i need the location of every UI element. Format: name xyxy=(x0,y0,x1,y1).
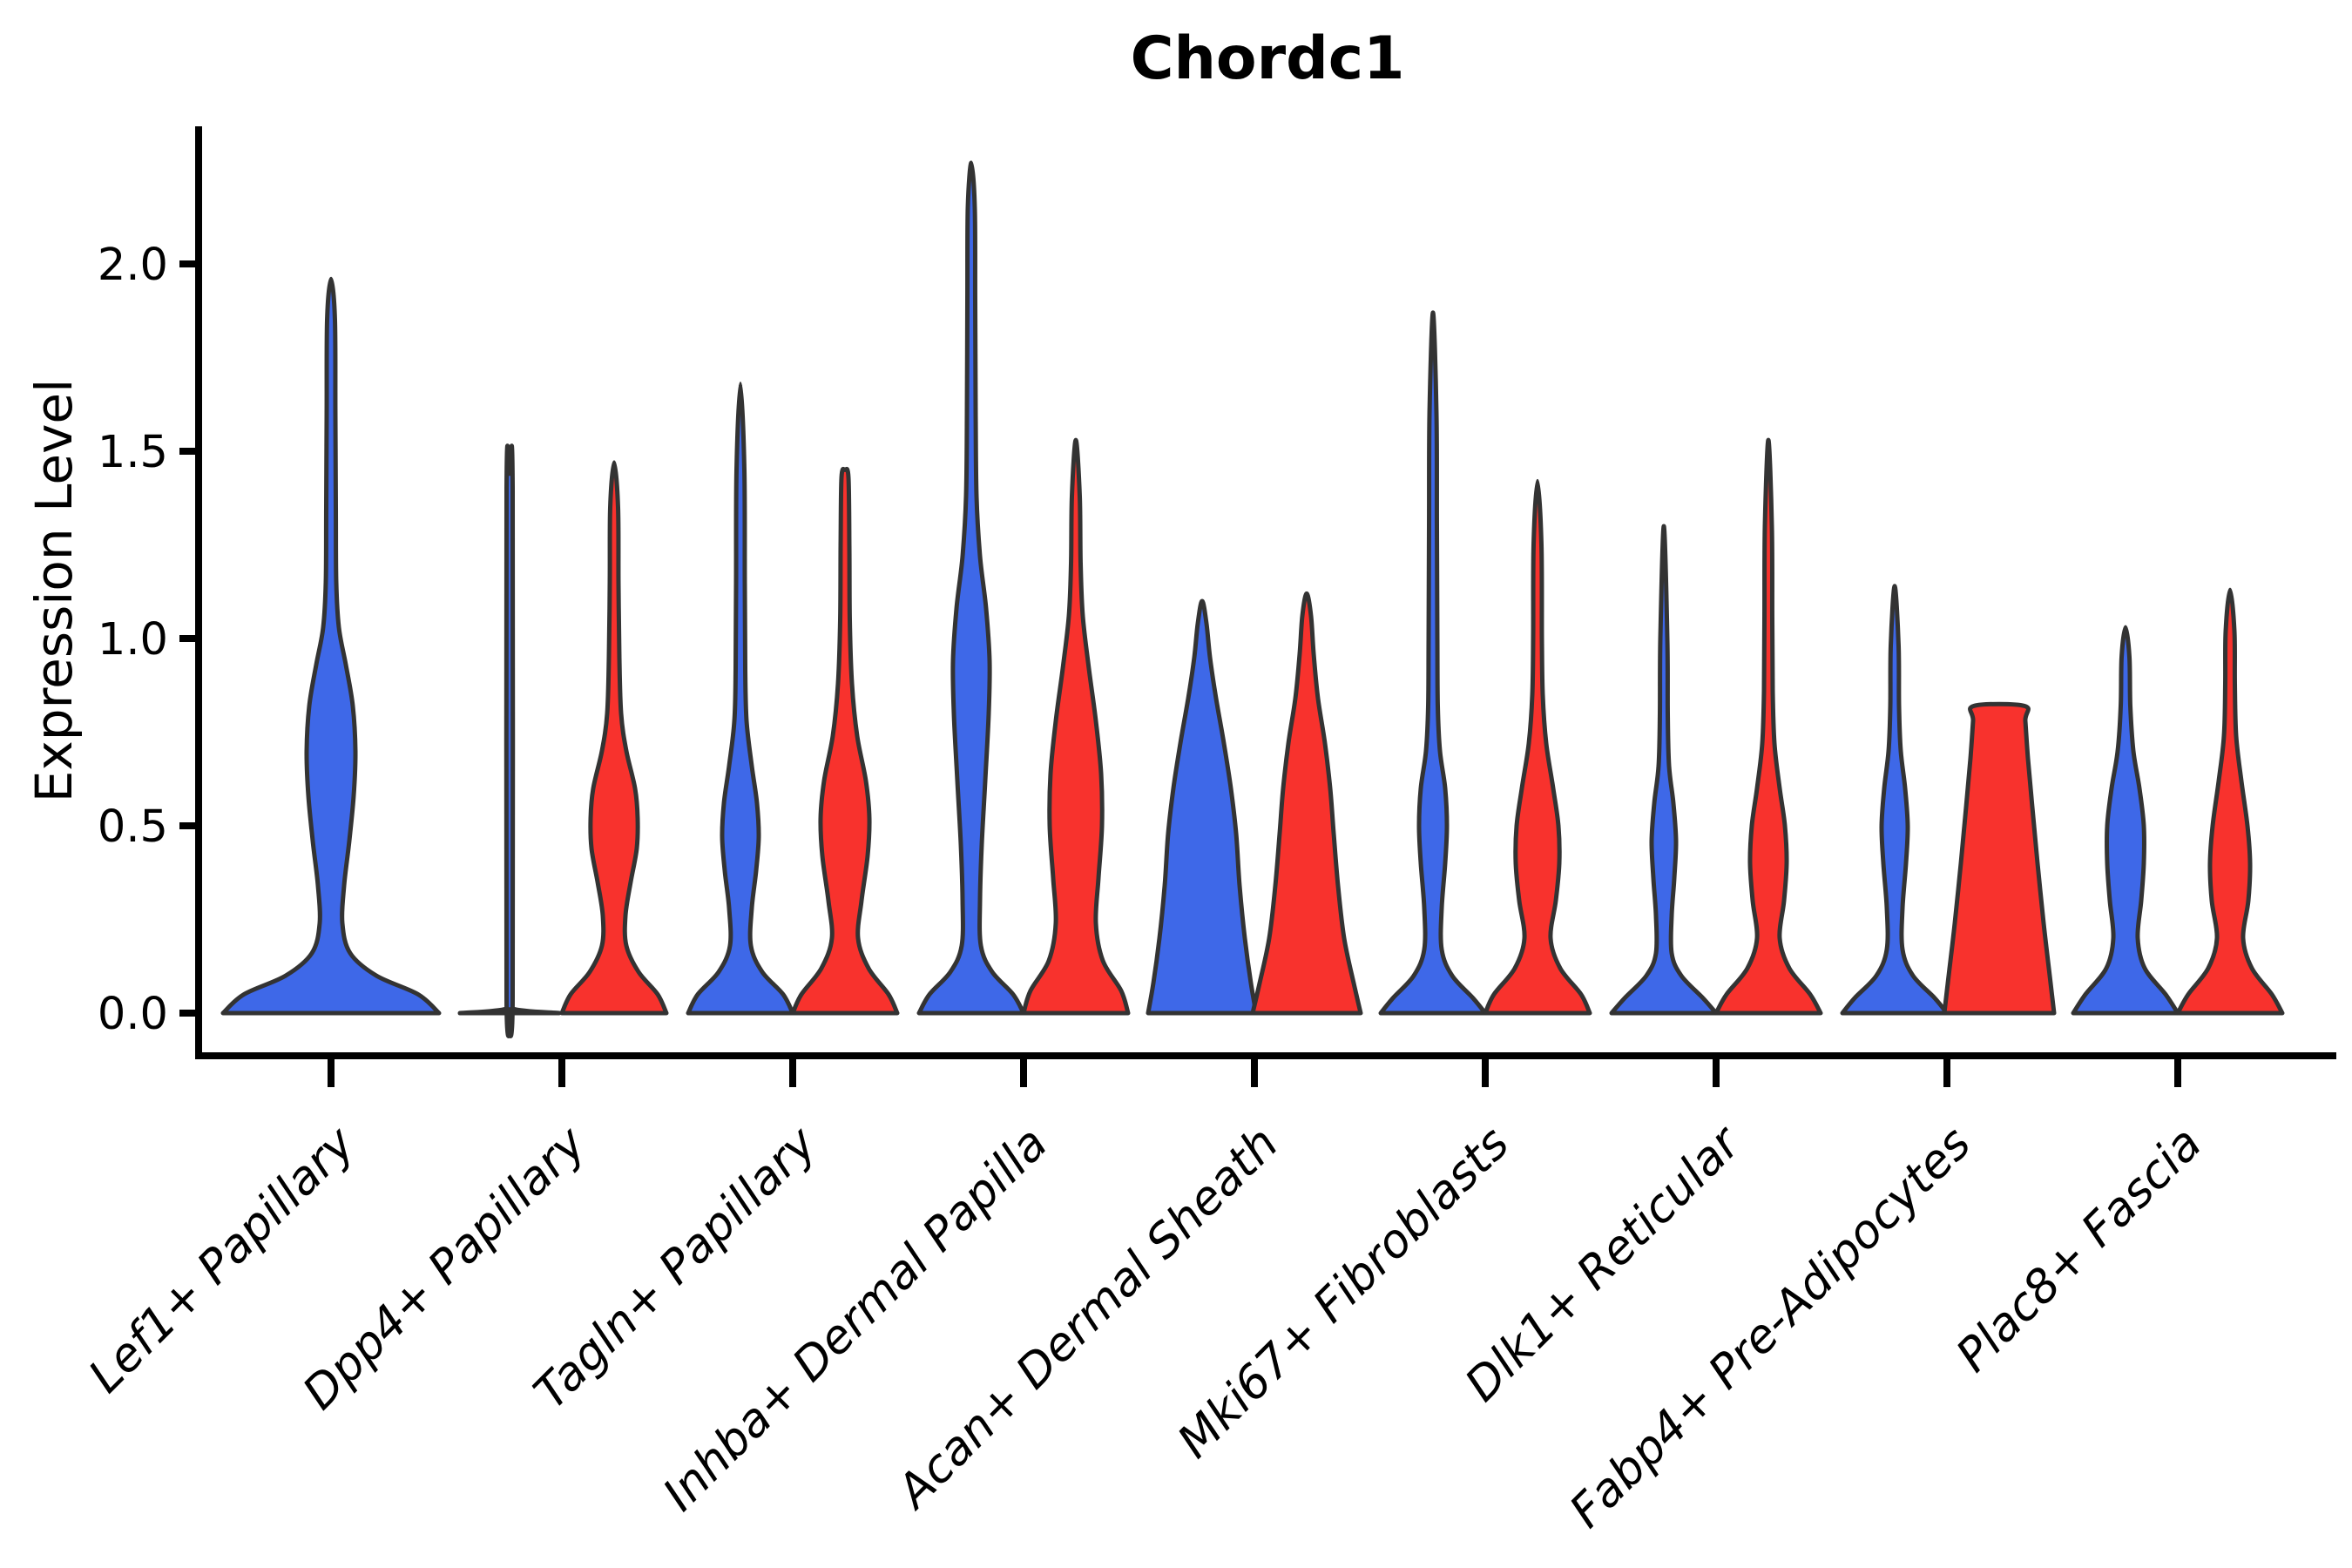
violin-red xyxy=(1713,437,1823,1016)
violin-blue xyxy=(1378,310,1488,1016)
violin-red xyxy=(2175,587,2285,1016)
violin-blue xyxy=(2071,625,2180,1016)
violin-blue xyxy=(457,443,562,1038)
violin-red xyxy=(1021,437,1131,1016)
violin-blue xyxy=(686,382,795,1016)
violin-blue xyxy=(220,276,442,1016)
violin-blue xyxy=(1146,598,1259,1016)
chart-title: Chordc1 xyxy=(1130,24,1405,93)
y-tick-label: 1.0 xyxy=(98,614,168,666)
x-tick-label: Plac8+ Fascia xyxy=(1946,1117,2212,1382)
y-tick-label: 2.0 xyxy=(98,240,168,291)
y-tick-label: 1.5 xyxy=(98,427,168,478)
violin-blue xyxy=(1840,584,1950,1016)
violin-blue xyxy=(916,160,1026,1016)
violin-red xyxy=(790,466,900,1016)
violin-red xyxy=(1483,478,1592,1016)
violin-red xyxy=(1942,701,2057,1016)
x-tick-label: Acan+ Dermal Sheath xyxy=(886,1117,1289,1520)
violin-red xyxy=(1250,591,1363,1016)
violin-blue xyxy=(1609,524,1719,1016)
violin-red xyxy=(559,460,669,1016)
y-tick-label: 0.5 xyxy=(98,801,168,853)
y-tick-label: 0.0 xyxy=(98,989,168,1040)
x-tick-label: Inhba+ Dermal Papilla xyxy=(653,1117,1058,1521)
y-axis-label: Expression Level xyxy=(24,378,84,803)
x-tick-label: Fabp4+ Pre-Adipocytes xyxy=(1560,1117,1982,1538)
